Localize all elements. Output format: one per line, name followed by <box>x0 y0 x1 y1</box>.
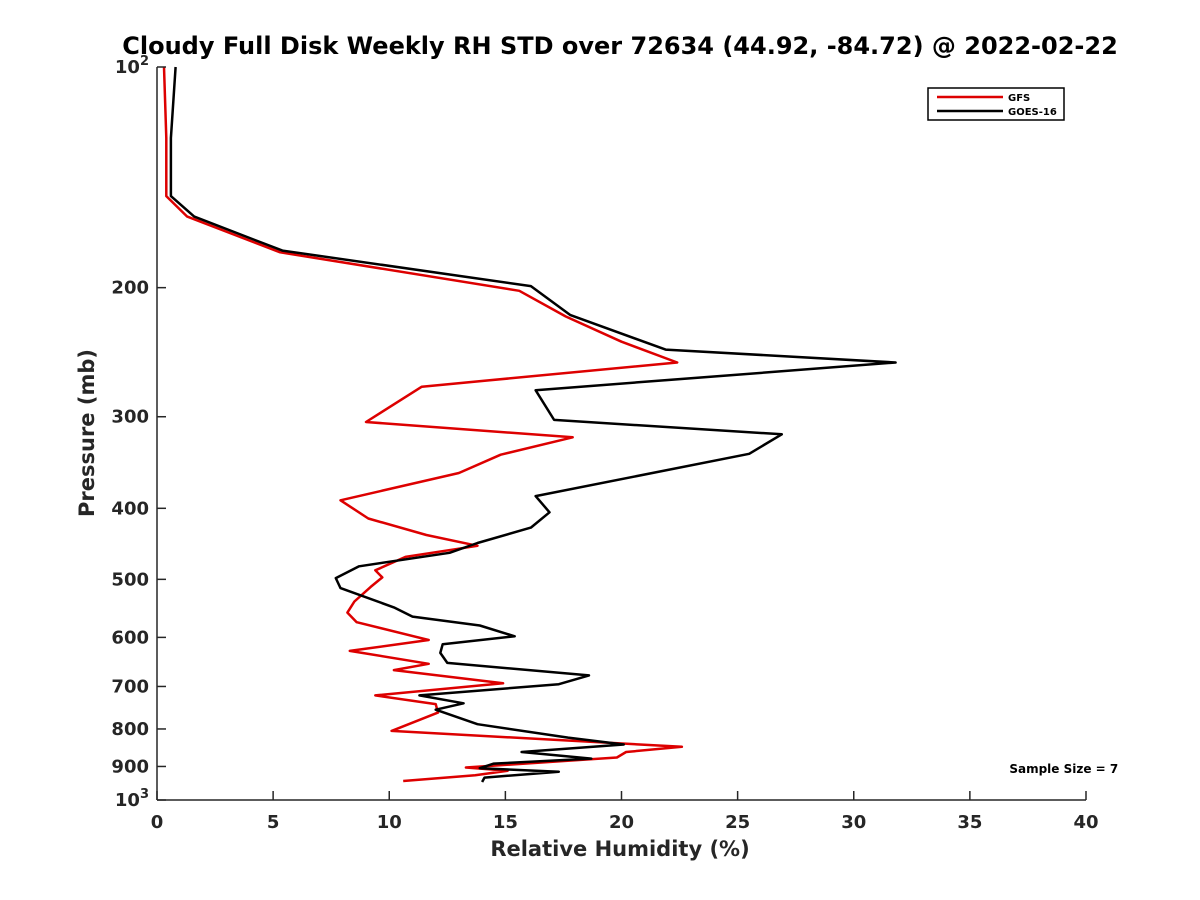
y-tick-label: 600 <box>111 627 149 648</box>
y-axis-label: Pressure (mb) <box>75 349 99 517</box>
plot-background <box>157 67 1086 800</box>
y-tick-label: 200 <box>111 278 149 299</box>
y-tick-label: 700 <box>111 676 149 697</box>
x-axis-label: Relative Humidity (%) <box>490 837 749 861</box>
series-layer <box>162 66 897 783</box>
y-tick-label: 900 <box>111 756 149 777</box>
x-tick-label: 10 <box>377 812 402 833</box>
x-tick-label: 35 <box>957 812 982 833</box>
x-tick-label: 15 <box>493 812 518 833</box>
x-axis-ticks: 0 5 10 15 20 25 30 35 40 <box>151 791 1099 833</box>
plot-area: 0 5 10 15 20 25 30 35 40 10220030040050060070080… <box>111 54 1098 833</box>
y-tick-label: 300 <box>111 407 149 428</box>
legend-label-gfs: GFS <box>1008 93 1030 104</box>
chart-title: Cloudy Full Disk Weekly RH STD over 7263… <box>122 32 1118 60</box>
y-tick-label: 500 <box>111 569 149 590</box>
x-tick-label: 40 <box>1073 812 1098 833</box>
series-line-goes-16 <box>169 66 897 783</box>
x-tick-label: 25 <box>725 812 750 833</box>
series-line-gfs <box>162 66 684 783</box>
legend: GFS GOES-16 <box>927 87 1065 121</box>
legend-box <box>927 87 1065 121</box>
sample-size-annotation: Sample Size = 7 <box>1009 762 1118 776</box>
x-tick-label: 0 <box>151 812 164 833</box>
legend-label-goes-16: GOES-16 <box>1008 107 1057 118</box>
x-tick-label: 20 <box>609 812 634 833</box>
x-tick-label: 30 <box>841 812 866 833</box>
y-tick-label: 800 <box>111 719 149 740</box>
x-tick-label: 5 <box>267 812 280 833</box>
y-tick-label: 400 <box>111 498 149 519</box>
